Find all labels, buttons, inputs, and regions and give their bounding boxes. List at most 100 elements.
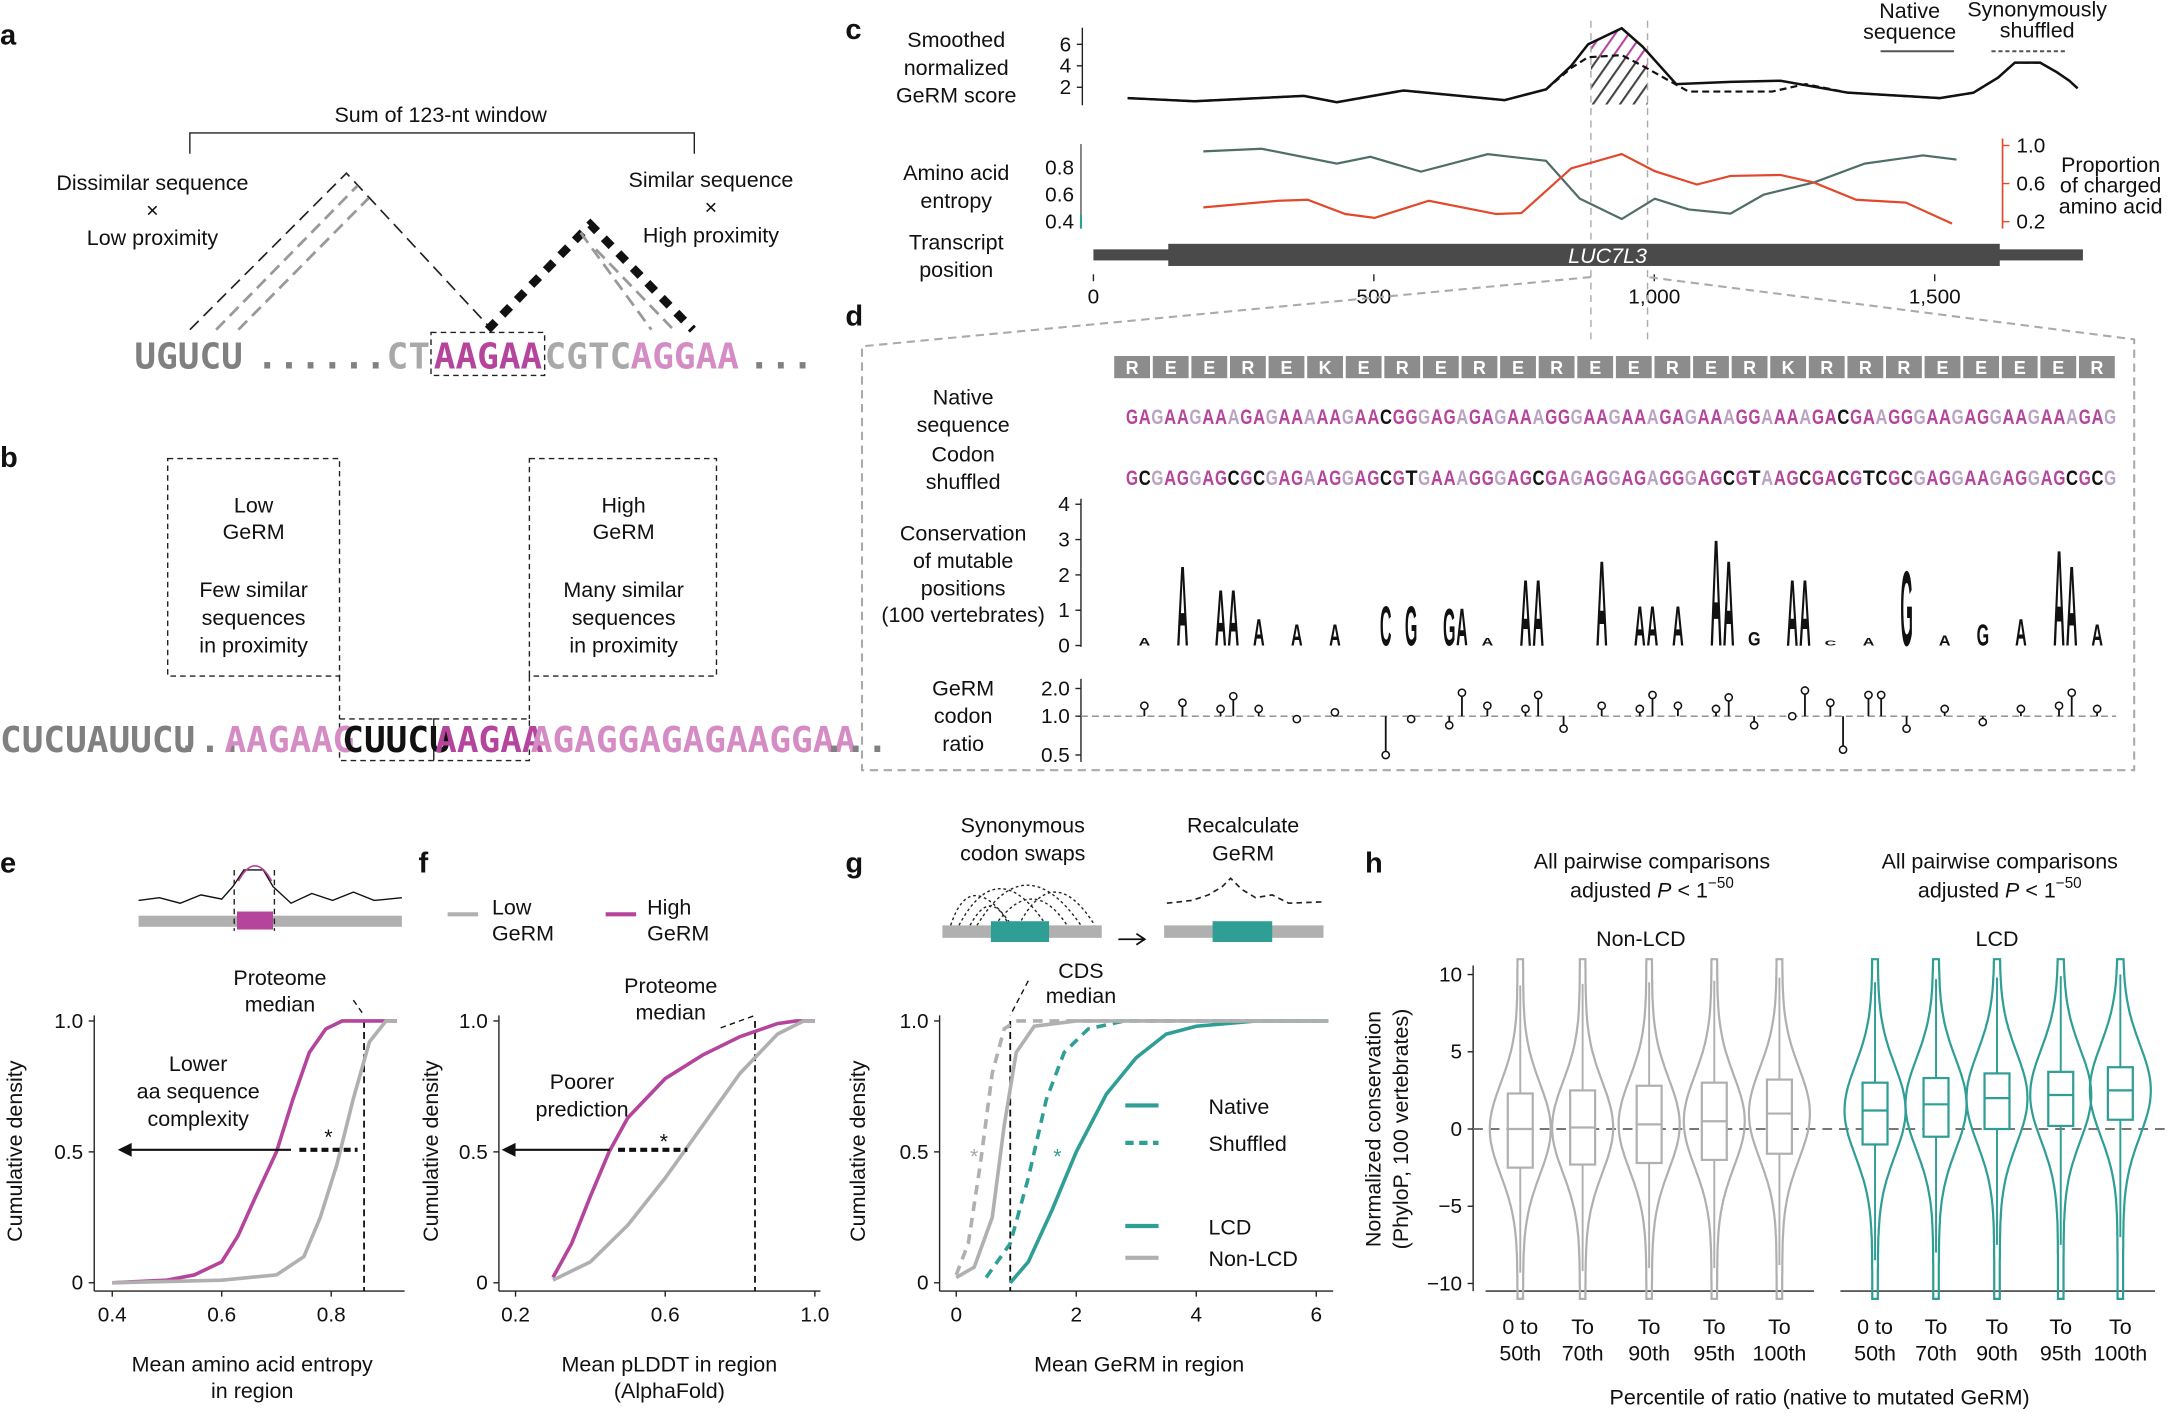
logo-letter: G (1405, 594, 1418, 658)
legend-high-germ: High (647, 895, 691, 919)
amino-acid-box (1500, 356, 1536, 379)
nucleotide: G (1177, 466, 1189, 490)
region-schematic (138, 864, 402, 931)
logo-letter: A (1253, 613, 1265, 655)
panel-c-plot: 642 0.8 0.6 0.4 1.0 0.6 0.2 0 500 1,000 1,500 (1045, 20, 2079, 340)
ratio-point (2092, 704, 2102, 714)
nucleotide: C (1380, 405, 1392, 429)
nucleotide: A (1164, 466, 1176, 490)
seq-a-similar-motif: AGGAA (631, 336, 740, 377)
logo-letter: A (2091, 619, 2103, 653)
nucleotide: G (1406, 405, 1418, 429)
logo-letter: A (1672, 594, 1684, 658)
entropy-tick-label: 0.6 (1045, 184, 1074, 207)
nucleotide: G (1558, 405, 1570, 429)
proteome-median-label: Proteome (233, 966, 326, 990)
nucleotide: A (1774, 466, 1786, 490)
nucleotide: A (2041, 405, 2053, 429)
median-leader (1009, 980, 1029, 1016)
panel-d-plot: R E E R E K E R E R E R E E R E R K R R R E E E E RGAGAAGAAAGAGAA… (1041, 356, 2117, 767)
ratio-point (1457, 688, 1467, 698)
amino-acid-letter: R (1396, 358, 1409, 378)
high-proximity-label: High proximity (643, 223, 779, 247)
charged-tick-label: 1.0 (2016, 134, 2045, 157)
panel-label-d: d (845, 301, 863, 333)
seq-b-dissimilar: CUUCU (342, 720, 450, 761)
amino-acid-box (1808, 356, 1845, 379)
nucleotide: G (1812, 466, 1824, 490)
nucleotide: A (1507, 466, 1519, 490)
schematic-swap-label: Synonymous (961, 814, 1085, 838)
amino-acid-box (2001, 356, 2038, 379)
nucleotide: A (2066, 405, 2078, 429)
ratio-point (1482, 701, 1492, 711)
gene-transcript (1093, 249, 2083, 261)
low-germ-text: sequences (202, 606, 306, 630)
amino-acid-letter: R (1666, 358, 1679, 378)
nucleotide: A (1647, 466, 1659, 490)
y-tick-label: 0.5 (459, 1141, 488, 1164)
logo-letter: A (1710, 508, 1722, 678)
y-tick-label: −10 (1427, 1272, 1462, 1295)
panel-c: c Smoothed normalized GeRM score Amino a… (845, 0, 2163, 340)
nucleotide: C (2092, 466, 2104, 490)
pvalue-text: < 1 (2019, 879, 2055, 903)
y-axis-title: Cumulative density (3, 1060, 27, 1242)
ratio-axis-title: GeRM (932, 676, 994, 700)
legend-low-germ: Low (492, 895, 532, 919)
x-tick-label: To (1768, 1315, 1791, 1339)
low-germ-text: Low (234, 494, 274, 518)
nucleotide: G (1189, 405, 1201, 429)
violin (1904, 958, 1968, 1300)
panel-label-a: a (0, 19, 17, 51)
nucleotide: G (1151, 466, 1163, 490)
nucleotide: G (1596, 466, 1608, 490)
position-axis-title: Transcript (909, 230, 1004, 254)
ratio-point (1330, 708, 1340, 717)
ratio-point (1673, 701, 1683, 711)
seq-b-similar: AAGAA (435, 720, 544, 761)
logo-letter: G (1748, 628, 1761, 650)
panel-label-f: f (419, 848, 429, 880)
nucleotide: A (1202, 405, 1214, 429)
panel-f: f Low GeRM High GeRM Proteome median Poo… (419, 848, 830, 1403)
native-label: sequence (917, 413, 1010, 437)
amino-acid-letter: R (1859, 358, 1872, 378)
panel-a: a Sum of 123-nt window Dissimilar sequen… (0, 19, 813, 377)
amino-acid-box (1924, 356, 1961, 379)
nucleotide: G (1151, 405, 1163, 429)
entropy-line (1203, 147, 1957, 221)
nucleotide: A (1164, 405, 1176, 429)
high-germ-text: sequences (572, 606, 676, 630)
entropy-tick-label: 0.4 (1045, 211, 1074, 234)
arrow-head-icon (117, 1142, 132, 1157)
legend-shuffled: shuffled (2000, 18, 2075, 42)
arrow-icon (1118, 932, 1147, 946)
nucleotide: G (1571, 405, 1583, 429)
x-tick-label: 6 (1310, 1304, 1322, 1327)
logo-letter: A (1786, 560, 1798, 666)
ratio-point (1533, 690, 1543, 700)
logo-letter: A (2066, 543, 2078, 670)
violin (1747, 958, 1812, 1300)
nucleotide: G (1482, 466, 1494, 490)
nucleotide: C (1837, 405, 1849, 429)
nucleotide: A (1329, 405, 1341, 429)
germ-y-tick-label: 2 (1060, 76, 1072, 99)
x-tick-label: To (1638, 1315, 1661, 1339)
ratio-point (1381, 750, 1391, 760)
ratio-point (1749, 720, 1759, 730)
seq-a-segment: UGUCU (134, 336, 242, 377)
logo-letter: G (1977, 619, 1990, 653)
nucleotide: G (1901, 405, 1913, 429)
amino-acid-letter: E (1203, 358, 1215, 378)
box (1861, 1081, 1889, 1146)
seq-a-segment: CT (387, 336, 430, 377)
panel-label-e: e (0, 848, 16, 880)
nucleotide: G (1393, 405, 1405, 429)
violin (1617, 958, 1681, 1300)
nucleotide: G (1749, 405, 1761, 429)
shuffled-label: shuffled (926, 470, 1001, 494)
nucleotide: A (2053, 405, 2065, 429)
nucleotide: A (1355, 405, 1367, 429)
